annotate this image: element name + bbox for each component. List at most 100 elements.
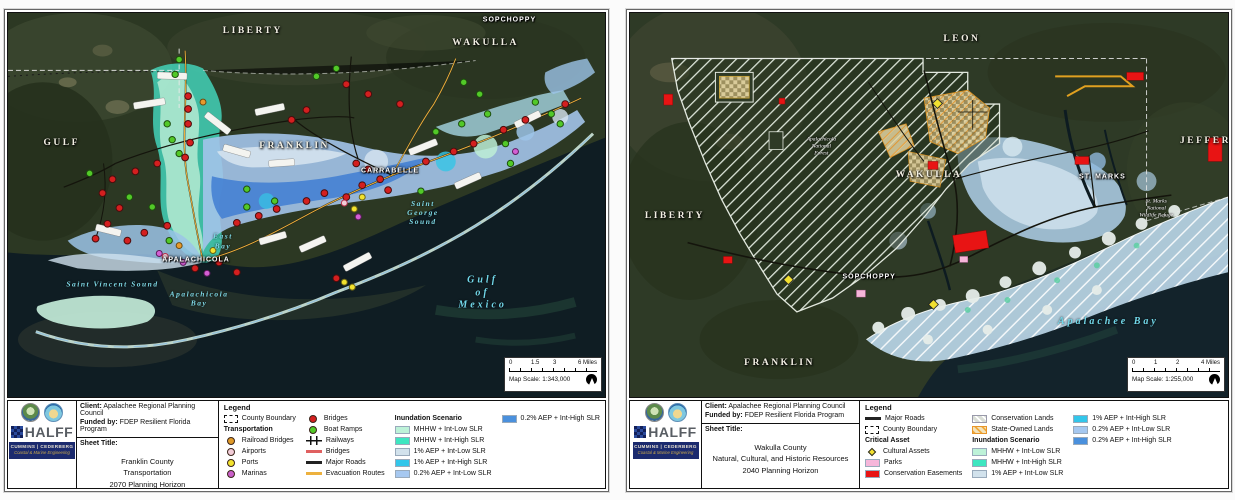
map-label-refuge: Apalachicola National Forest (806, 137, 837, 157)
scale-tick-label: 6 Miles (577, 360, 597, 366)
map-label-place: APALACHICOLA (162, 256, 230, 264)
legend-item: 0.2% AEP + Int-High SLR (1073, 435, 1172, 446)
map-label-county: FRANKLIN (744, 358, 815, 369)
cummins-cederberg-logo: CUMMINS | CEDERBERG Coastal & Marine Eng… (9, 442, 75, 460)
fdep-seal-icon (44, 403, 63, 422)
map-label-water: Saint Vincent Sound (66, 279, 159, 289)
halff-logo: HALFF (634, 424, 696, 440)
legend-item: MHHW + Int-High SLR (972, 457, 1063, 468)
legend-item: MHHW + Int-High SLR (394, 435, 492, 446)
legend-swatch-county-boundary-icon (865, 425, 879, 434)
arpc-seal-icon (21, 403, 40, 422)
legend-swatch-hatch-orange-icon (972, 425, 988, 434)
legend-swatch-circle-icon (226, 447, 235, 456)
fdep-seal-icon (667, 403, 687, 422)
legend-label: 0.2% AEP + Int-Low SLR (413, 470, 492, 477)
scale-ruler (509, 368, 597, 372)
legend-label: 1% AEP + Int-Low SLR (991, 470, 1064, 477)
legend-swatch-line-icon (305, 450, 322, 453)
map-label-county: LEON (943, 33, 981, 44)
map-label-county: WAKULLA (452, 37, 519, 48)
scale-tick-label: 1 (1154, 360, 1158, 366)
agency-seals (644, 403, 687, 422)
legend-item: Boat Ramps (306, 424, 385, 435)
map-label-place: ST. MARKS (1079, 173, 1126, 181)
map-label-place: CARRABELLE (360, 167, 420, 175)
map-label-water-lg: Gulf of Mexico (458, 274, 507, 311)
legend-label: MHHW + Int-High SLR (413, 437, 485, 444)
sheet-title-label: Sheet Title: (80, 440, 118, 447)
legend-columns: Major Roads County Boundary Critical Asset… (865, 413, 1223, 479)
legend-swatch-line-icon (865, 417, 881, 420)
legend-column: 1% AEP + Int-High SLR 0.2% AEP + Int-Low … (1073, 413, 1172, 446)
legend-swatch-circle-icon (226, 458, 235, 467)
logo-cell: HALFF CUMMINS | CEDERBERG Coastal & Mari… (8, 401, 77, 488)
north-arrow-icon (586, 374, 597, 385)
legend-column: County Boundary Transportation Railroad Br… (223, 413, 296, 479)
legend-item: Ports (224, 457, 296, 468)
legend-swatch-railway-icon (305, 436, 322, 445)
legend-swatch-swatch-icon (972, 469, 988, 478)
legend-label: Conservation Lands (991, 415, 1054, 422)
legend-swatch-swatch-icon (865, 458, 880, 467)
legend-label: Inundation Scenario (394, 415, 462, 422)
legend-item: MHHW + Int-Low SLR (394, 424, 492, 435)
title-block: HALFF CUMMINS | CEDERBERG Coastal & Mari… (629, 400, 1229, 489)
legend-label: Railroad Bridges (241, 437, 294, 444)
cummins-logo-subtext: Coastal & Marine Engineering (637, 450, 694, 456)
map-sheet-wakulla-resources: LEON JEFFERSON WAKULLA ST. MARKS LIBERTY SOPC… (626, 9, 1232, 492)
legend-label: Bridges (325, 448, 350, 455)
legend-swatch-swatch-icon (865, 469, 880, 478)
sheet-title-line: Wakulla County (754, 443, 807, 452)
scale-tick-label: 3 (553, 360, 557, 366)
legend-item: Railways (305, 435, 385, 446)
legend-label: Marinas (241, 470, 267, 477)
legend-section-header: Transportation (224, 424, 296, 435)
legend-column: Bridges Boat Ramps Railways Bridges Major Ro… (305, 413, 385, 479)
scale-tick-label: 4 Miles (1200, 360, 1220, 366)
legend-item: Marinas (224, 468, 296, 479)
legend-swatch-circle-icon (226, 469, 235, 478)
legend-item: Cultural Assets (865, 446, 962, 457)
legend-swatch-line-icon (305, 461, 322, 464)
sheet-title-line: Franklin County (121, 457, 174, 466)
funded-by-label: Funded by: (80, 419, 118, 426)
map-art-wakulla (630, 13, 1228, 397)
legend: Legend Major Roads County Boundary Critica… (860, 401, 1228, 488)
map-sheet-franklin-transportation: SOPCHOPPY LIBERTY WAKULLA GULF FRANKLIN CARRA… (4, 9, 609, 492)
legend-label: Major Roads (885, 415, 925, 422)
legend-item: 0.2% AEP + Int-Low SLR (1073, 424, 1171, 435)
sheet-title: Franklin County Transportation 2070 Planni… (77, 456, 218, 490)
legend-label: MHHW + Int-High SLR (991, 459, 1062, 466)
legend-swatch-swatch-icon (1073, 436, 1089, 445)
halff-logo: HALFF (10, 424, 73, 440)
legend-label: County Boundary (241, 415, 296, 422)
scale-tick-label: 1.5 (531, 360, 540, 366)
scale-ticks: 0 1 2 4 Miles (1132, 360, 1220, 367)
legend-section-header: Inundation Scenario (972, 435, 1063, 446)
legend-label: Bridges (323, 415, 348, 422)
sheet-title-line: Natural, Cultural, and Historic Resource… (712, 454, 849, 464)
legend-label: Transportation (223, 426, 273, 433)
funded-by-value: FDEP Resilient Florida Program (80, 419, 191, 433)
legend-item: Bridges (306, 413, 385, 424)
map-label-county: WAKULLA (895, 170, 963, 181)
legend-item: 1% AEP + Int-High SLR (1073, 413, 1171, 424)
legend-item: 1% AEP + Int-Low SLR (972, 468, 1063, 479)
logo-cell: HALFF CUMMINS | CEDERBERG Coastal & Mari… (630, 401, 702, 488)
sheet-title-line: Transportation (123, 468, 172, 478)
funded-by-value: FDEP Resilient Florida Program (744, 412, 845, 419)
legend-label: Critical Asset (865, 437, 910, 444)
funded-by-label: Funded by: (705, 412, 743, 419)
legend-item: Bridges (305, 446, 385, 457)
legend-swatch-circle-icon (308, 414, 317, 423)
map-label-water: Apalachicola Bay (169, 289, 229, 309)
legend-column: 0.2% AEP + Int-High SLR (501, 413, 600, 424)
client-label: Client: (705, 403, 727, 410)
title-block-info: Client: Apalachee Regional Planning Coun… (702, 401, 860, 488)
legend-item: 1% AEP + Int-High SLR (394, 457, 492, 468)
legend-label: Evacuation Routes (325, 470, 385, 477)
legend-item: 0.2% AEP + Int-Low SLR (394, 468, 492, 479)
legend-columns: County Boundary Transportation Railroad Br… (223, 413, 600, 479)
legend-item: Airports (224, 446, 296, 457)
